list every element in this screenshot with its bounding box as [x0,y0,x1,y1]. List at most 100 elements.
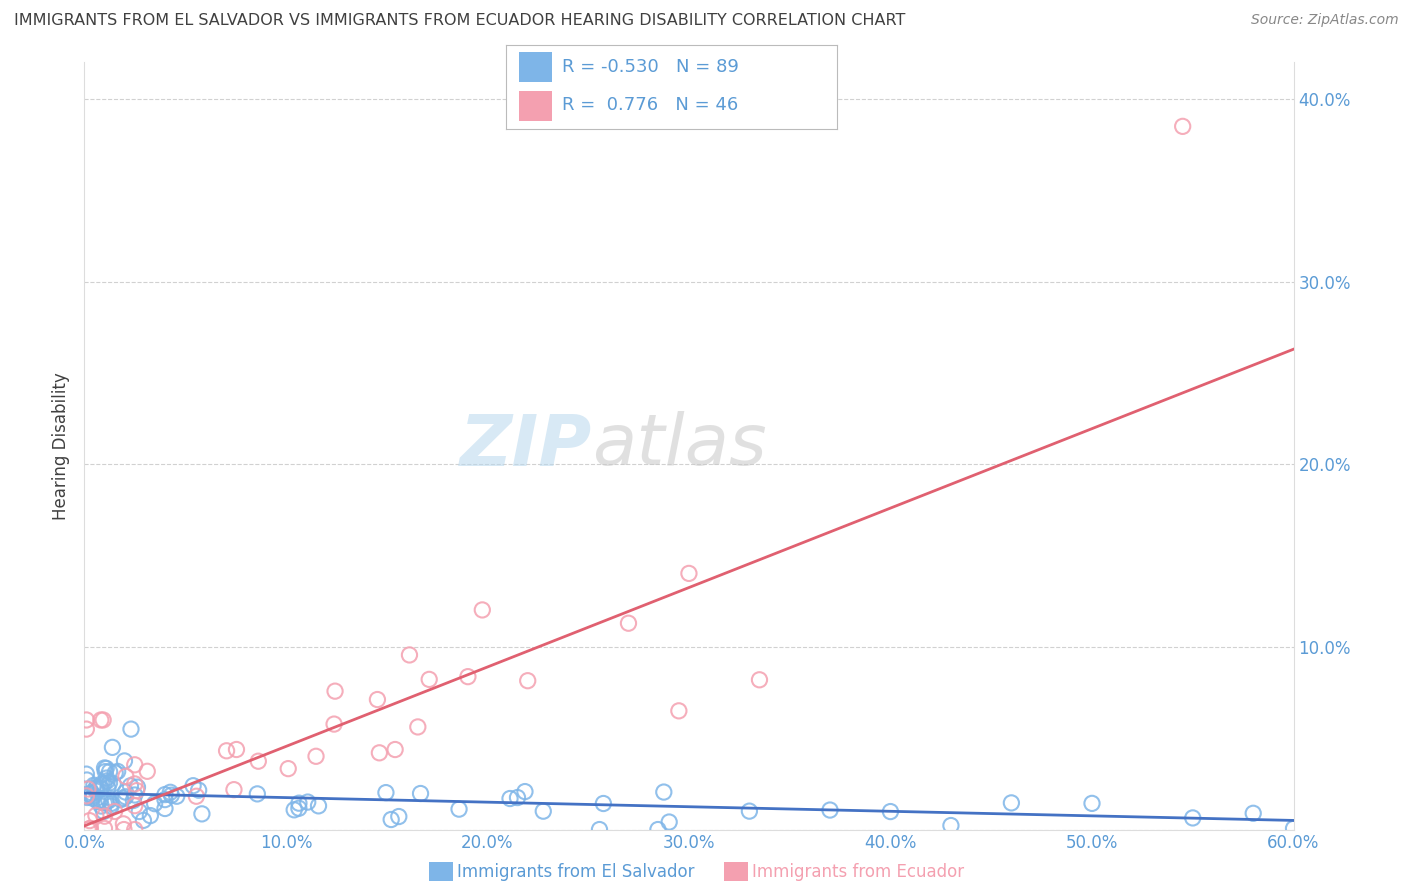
Point [1241,806,1264,821]
Point [1282,822,1305,836]
Point [86,780,108,795]
Text: Immigrants from Ecuador: Immigrants from Ecuador [752,863,965,881]
Point [1181,811,1204,825]
Point [384,742,406,756]
FancyBboxPatch shape [519,53,553,82]
Point [457,670,479,684]
Point [513,784,536,798]
Point [1000,796,1022,810]
Point [79,787,101,801]
Point [308,798,330,813]
Point [592,797,614,811]
Point [122,793,145,807]
Point [418,673,440,687]
Point [75,713,97,727]
Point [114,785,136,799]
Point [132,814,155,828]
Point [98,764,121,779]
Point [96,771,118,785]
Point [191,806,214,821]
Point [277,762,299,776]
Point [100,799,122,814]
Point [124,798,146,813]
Point [447,802,470,816]
Point [406,720,429,734]
Point [153,792,176,806]
Point [90,780,112,795]
Text: Source: ZipAtlas.com: Source: ZipAtlas.com [1251,13,1399,28]
Text: Immigrants from El Salvador: Immigrants from El Salvador [457,863,695,881]
Point [93,809,115,823]
Point [531,804,554,818]
Point [77,822,100,837]
Point [75,767,97,781]
Text: R = -0.530   N = 89: R = -0.530 N = 89 [562,58,740,76]
Point [120,779,142,793]
Point [120,722,142,736]
Text: R =  0.776   N = 46: R = 0.776 N = 46 [562,96,738,114]
Point [939,818,962,832]
Point [127,780,149,794]
Point [90,799,112,814]
Point [124,822,146,837]
Point [79,822,101,836]
Point [323,684,346,698]
Point [678,566,700,581]
Point [96,761,118,775]
Point [139,808,162,822]
Point [98,776,121,790]
Point [100,797,122,811]
Point [124,788,146,802]
Point [588,822,610,837]
Point [246,787,269,801]
Point [181,779,204,793]
Point [104,765,127,780]
Point [283,803,305,817]
Point [652,785,675,799]
Point [97,793,120,807]
Point [136,764,159,779]
Point [288,801,311,815]
Text: ZIP: ZIP [460,411,592,481]
Point [288,796,311,810]
Point [368,746,391,760]
Point [1171,120,1194,134]
FancyBboxPatch shape [519,91,553,120]
Point [374,786,396,800]
Point [409,787,432,801]
Point [82,791,104,805]
Point [84,781,107,796]
Point [247,754,270,768]
Point [91,713,114,727]
Point [107,764,129,779]
Point [222,782,245,797]
Point [82,789,104,803]
Point [93,777,115,791]
Point [166,789,188,804]
Point [93,805,115,819]
Point [76,789,98,804]
Point [215,744,238,758]
Point [668,704,690,718]
Point [748,673,770,687]
Point [506,790,529,805]
Point [76,790,98,805]
Text: IMMIGRANTS FROM EL SALVADOR VS IMMIGRANTS FROM ECUADOR HEARING DISABILITY CORREL: IMMIGRANTS FROM EL SALVADOR VS IMMIGRANT… [14,13,905,29]
Point [125,783,148,797]
Point [87,795,110,809]
Point [1081,797,1104,811]
Point [79,822,101,836]
Point [366,692,388,706]
Point [187,783,209,797]
Point [124,777,146,791]
Point [380,813,402,827]
Point [76,782,98,797]
Point [90,777,112,791]
Point [114,789,136,804]
Point [153,801,176,815]
Point [471,603,494,617]
Point [103,777,125,791]
Point [297,795,319,809]
Point [388,809,411,823]
Point [879,805,901,819]
